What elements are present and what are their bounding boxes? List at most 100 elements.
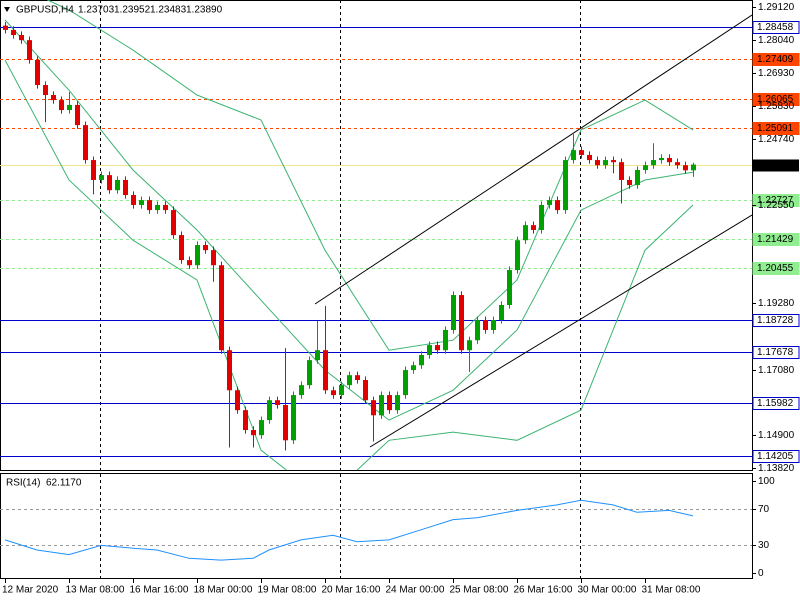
level-label-box xyxy=(752,21,800,34)
candle-body xyxy=(179,235,184,261)
candle-body xyxy=(3,25,8,30)
level-label-box xyxy=(752,93,800,106)
candle-body xyxy=(387,395,392,411)
candle-body xyxy=(499,304,504,321)
candle-body xyxy=(531,225,536,230)
level-label: 1.25091 xyxy=(757,123,794,134)
candle-body xyxy=(267,400,272,421)
level-label: 1.20455 xyxy=(757,263,794,274)
candle-body xyxy=(27,40,32,61)
candle-body xyxy=(187,260,192,266)
candle-body xyxy=(651,160,656,166)
candle-body xyxy=(451,295,456,331)
x-tick-label: 30 Mar 00:00 xyxy=(578,585,637,596)
y-tick-label: 1.22550 xyxy=(758,200,795,211)
candle-body xyxy=(11,29,16,36)
candle-body xyxy=(643,165,648,171)
candle-body xyxy=(283,405,288,441)
y-tick-label: 1.17080 xyxy=(758,365,795,376)
candle-body xyxy=(667,157,672,163)
menu-arrow xyxy=(4,7,10,12)
candle-body xyxy=(435,345,440,351)
candle-body xyxy=(475,320,480,341)
candle-body xyxy=(163,204,168,211)
candle-body xyxy=(603,160,608,166)
level-label: 1.28458 xyxy=(757,22,794,33)
candle-body xyxy=(323,350,328,391)
candle-body xyxy=(403,370,408,396)
candle-body xyxy=(139,200,144,205)
candle-body xyxy=(579,150,584,155)
y-tick-label: 1.28040 xyxy=(758,35,795,46)
candle-body xyxy=(555,200,560,211)
candle-body xyxy=(411,365,416,371)
candle-body xyxy=(355,375,360,381)
candle-body xyxy=(147,200,152,211)
candle-body xyxy=(467,340,472,351)
y-tick-label: 1.25830 xyxy=(758,101,795,112)
current-price-label: 1.23890 xyxy=(757,160,794,171)
x-tick-label: 19 Mar 08:00 xyxy=(258,585,317,596)
current-price-box xyxy=(753,159,799,172)
y-tick-label: 1.14900 xyxy=(758,430,795,441)
level-label-box xyxy=(752,122,800,135)
candle-body xyxy=(259,420,264,436)
candle-body xyxy=(419,355,424,366)
candle-body xyxy=(275,400,280,406)
candle-body xyxy=(19,35,24,41)
candle-body xyxy=(619,162,624,180)
candle-body xyxy=(171,210,176,236)
x-tick-label: 20 Mar 16:00 xyxy=(322,585,381,596)
rsi-y-tick-label: 0 xyxy=(758,568,764,579)
rsi-plot xyxy=(0,499,752,561)
candle-body xyxy=(331,390,336,396)
candle-body xyxy=(659,157,664,161)
candle-body xyxy=(683,165,688,171)
candle-body xyxy=(515,240,520,271)
candle-body xyxy=(59,100,64,111)
rsi-title: RSI(14) xyxy=(6,478,40,489)
level-label: 1.22727 xyxy=(757,195,794,206)
candle-body xyxy=(99,175,104,180)
candle-body xyxy=(195,245,200,266)
x-tick-label: 13 Mar 08:00 xyxy=(66,585,125,596)
level-label-box xyxy=(752,314,800,327)
candle-body xyxy=(291,395,296,441)
price-plot xyxy=(0,0,752,470)
candle-body xyxy=(315,350,320,361)
x-tick-label: 18 Mar 00:00 xyxy=(194,585,253,596)
x-tick-label: 25 Mar 08:00 xyxy=(450,585,509,596)
candle-body xyxy=(627,179,632,186)
level-label-box xyxy=(752,450,800,463)
candle-body xyxy=(211,250,216,266)
x-tick-label: 16 Mar 16:00 xyxy=(130,585,189,596)
candle-body xyxy=(307,360,312,386)
candle-body xyxy=(131,195,136,205)
period-separators xyxy=(100,0,581,578)
level-label: 1.26065 xyxy=(757,94,794,105)
rsi-y-tick-label: 100 xyxy=(758,476,775,487)
candle-body xyxy=(107,175,112,191)
candle-body xyxy=(611,160,616,163)
level-label-box xyxy=(752,194,800,207)
candle-body xyxy=(371,400,376,416)
candle-body xyxy=(251,430,256,436)
candle-body xyxy=(203,245,208,251)
open-value: 1.23703 xyxy=(78,5,115,16)
y-tick-label: 1.24740 xyxy=(758,134,795,145)
rsi-y-tick-label: 30 xyxy=(758,540,770,551)
level-label-box xyxy=(752,346,800,359)
candle-body xyxy=(91,160,96,180)
x-tick-label: 31 Mar 08:00 xyxy=(642,585,701,596)
level-label: 1.15982 xyxy=(757,398,794,409)
level-label-box xyxy=(752,233,800,246)
candle-body xyxy=(395,395,400,411)
level-label: 1.14205 xyxy=(757,451,794,462)
candle-body xyxy=(219,265,224,351)
candle-body xyxy=(51,94,56,101)
candle-body xyxy=(523,225,528,241)
candle-body xyxy=(363,380,368,401)
high-value: 1.23952 xyxy=(114,5,151,16)
